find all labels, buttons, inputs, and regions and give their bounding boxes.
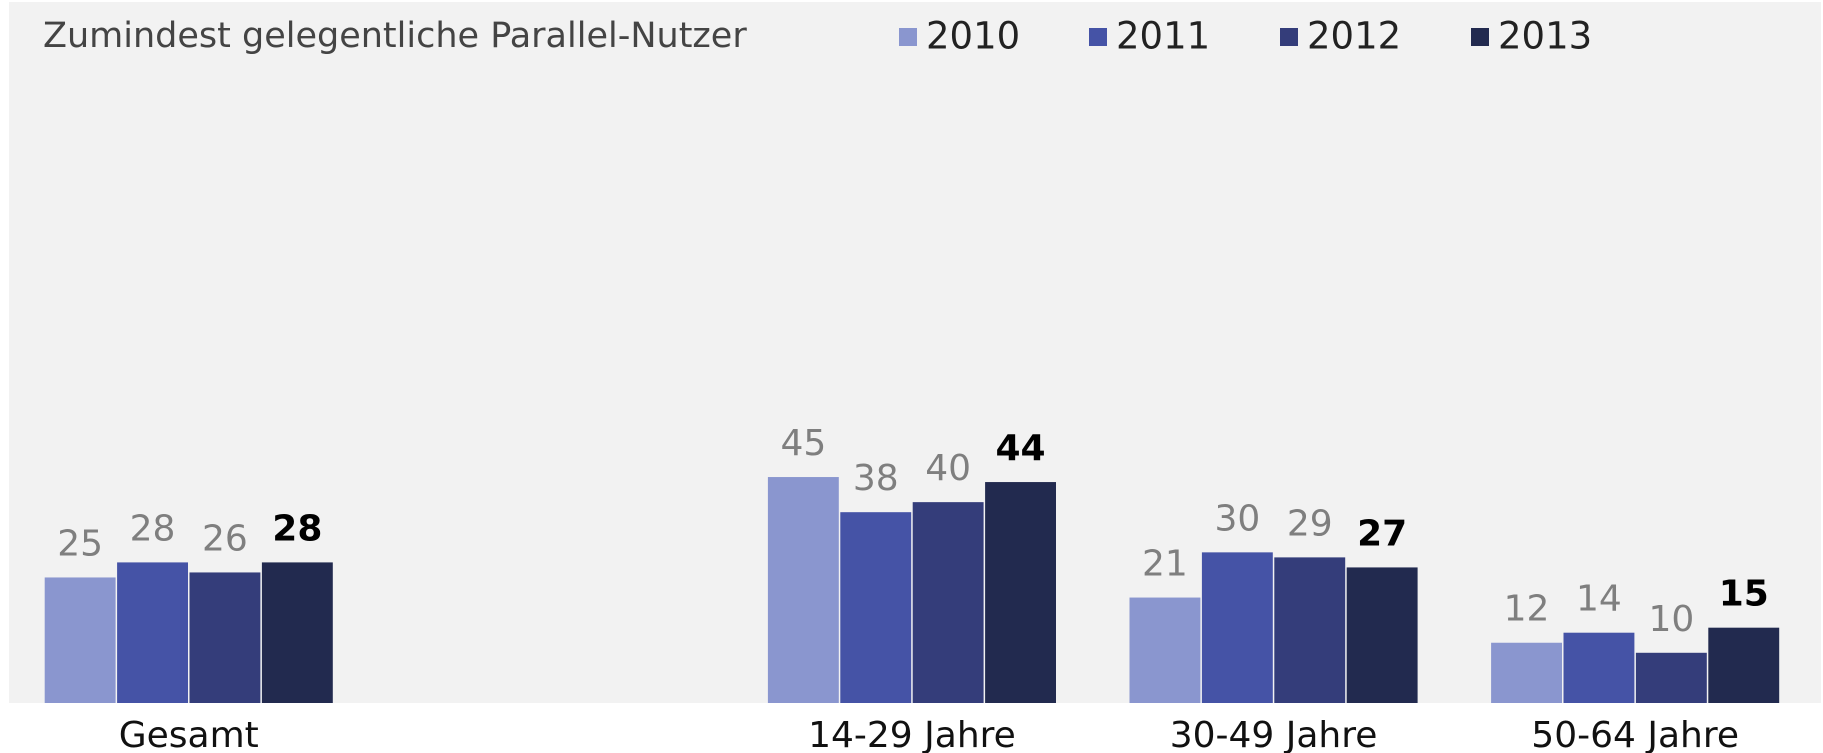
bar [985,482,1056,703]
data-label: 28 [130,508,176,549]
data-label: 28 [272,508,322,549]
data-label: 40 [925,448,971,489]
data-label: 26 [202,518,248,559]
data-label: 27 [1357,513,1407,554]
bar [767,477,839,703]
legend-label: 2012 [1307,15,1401,58]
bar [1491,642,1562,703]
legend-label: 2010 [926,15,1020,58]
bar [261,562,333,703]
data-label: 38 [853,458,899,499]
x-tick-label: Gesamt [119,715,259,753]
data-label: 14 [1576,579,1622,620]
legend-swatch [1089,28,1107,46]
bar [1708,627,1780,703]
bar [1346,567,1418,703]
legend-label: 2011 [1116,15,1210,58]
x-tick-label: 50-64 Jahre [1531,715,1739,753]
data-label: 10 [1648,599,1694,640]
chart-title: Zumindest gelegentliche Parallel-Nutzer [43,16,747,56]
legend-label: 2013 [1498,15,1592,58]
bar [1635,652,1707,703]
bar [189,572,261,703]
bar [117,562,188,703]
data-label: 12 [1504,589,1550,630]
data-label: 44 [995,428,1045,469]
legend-swatch [899,28,917,46]
legend-swatch [1280,28,1298,46]
bar [1201,552,1273,703]
bar [1274,557,1346,703]
data-label: 29 [1287,503,1333,544]
bar [840,512,912,703]
data-label: 21 [1142,544,1188,585]
bar [44,577,116,703]
x-tick-label: 14-29 Jahre [808,715,1016,753]
data-label: 30 [1214,498,1260,539]
bar [912,502,984,703]
data-label: 25 [57,523,103,564]
data-label: 45 [780,423,826,464]
bar [1563,632,1635,703]
bar [1129,597,1201,703]
legend-swatch [1471,28,1489,46]
data-label: 15 [1719,574,1769,615]
x-tick-label: 30-49 Jahre [1170,715,1378,753]
